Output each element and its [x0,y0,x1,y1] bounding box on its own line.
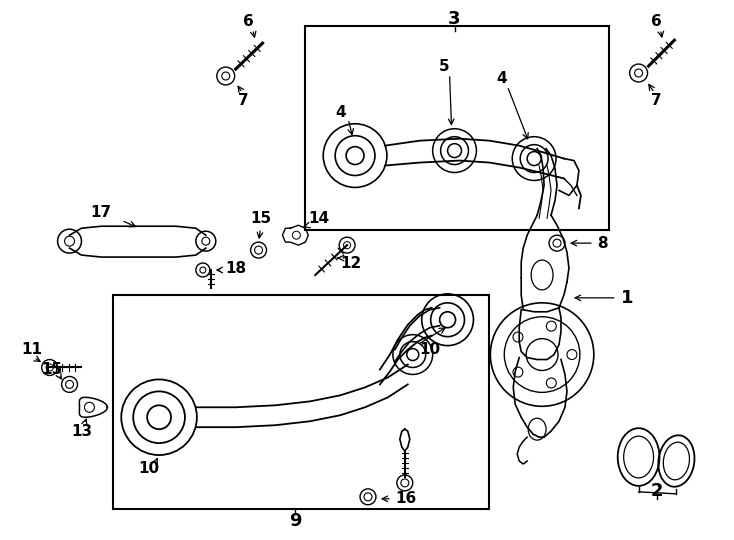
Text: 4: 4 [335,105,346,120]
Text: 8: 8 [597,235,608,251]
Text: 15: 15 [250,211,271,226]
Text: 5: 5 [439,58,450,73]
Text: 18: 18 [226,260,247,275]
Text: 12: 12 [340,255,361,271]
Text: 7: 7 [239,93,249,109]
Bar [113,295,490,509]
Text: 11: 11 [22,342,43,357]
Text: 6: 6 [651,14,662,29]
Text: 4: 4 [496,71,506,86]
Text: 10: 10 [139,462,160,476]
Text: 9: 9 [289,512,302,530]
Text: 6: 6 [243,14,254,29]
Text: 7: 7 [651,93,662,109]
Text: 1: 1 [621,289,633,307]
Text: 17: 17 [91,205,112,220]
Text: 16: 16 [395,491,416,507]
Text: 13: 13 [71,424,92,438]
Text: 14: 14 [308,211,330,226]
Text: 10: 10 [420,342,441,357]
Bar [305,26,608,230]
Text: 2: 2 [650,482,663,500]
Text: 3: 3 [448,10,461,28]
Text: 15: 15 [41,362,62,377]
